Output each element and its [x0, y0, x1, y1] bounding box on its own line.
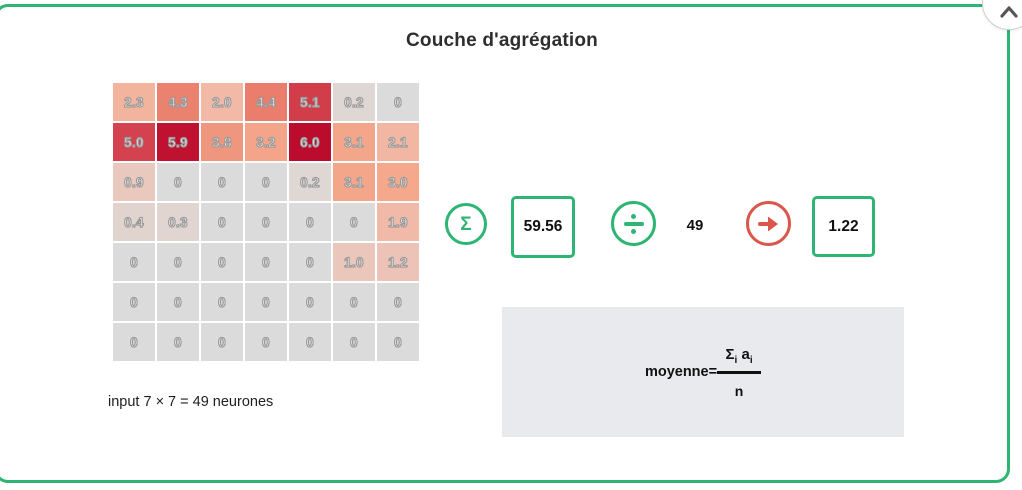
grid-cell: 2.1 [377, 123, 419, 161]
sigma-icon: Σ [460, 213, 472, 235]
grid-cell: 3.2 [245, 123, 287, 161]
formula-denominator: n [734, 382, 744, 399]
grid-cell: 3.0 [377, 163, 419, 201]
grid-cell: 0.9 [113, 163, 155, 201]
grid-cell: 0 [377, 323, 419, 361]
grid-cell: 0 [201, 203, 243, 241]
divide-icon [623, 213, 644, 234]
fraction-bar [717, 370, 762, 374]
divide-circle [611, 201, 656, 246]
grid-cell: 3.1 [333, 123, 375, 161]
grid-cell: 4.3 [157, 83, 199, 121]
grid-cell: 0.2 [333, 83, 375, 121]
grid-cell: 0 [157, 323, 199, 361]
sum-circle: Σ [445, 203, 487, 245]
grid-cell: 0 [113, 243, 155, 281]
formula-lhs: moyenne= [644, 364, 718, 380]
grid-cell: 0 [113, 323, 155, 361]
grid-cell: 0 [201, 243, 243, 281]
heatmap-grid: 2.3 4.3 2.0 4.4 5.1 0.2 0 5.0 5.9 3.8 3.2 6.0 3.1 2.1… [113, 83, 419, 361]
grid-cell: 0 [201, 163, 243, 201]
grid-cell: 0 [245, 283, 287, 321]
grid-cell: 1.0 [333, 243, 375, 281]
grid-cell: 0 [157, 163, 199, 201]
grid-cell: 0.2 [289, 163, 331, 201]
grid-cell: 0 [333, 323, 375, 361]
grid-cell: 5.9 [157, 123, 199, 161]
mean-formula: moyenne= Σi ai n [644, 345, 762, 399]
result-arrow-circle [746, 201, 791, 246]
grid-cell: 0 [157, 243, 199, 281]
grid-cell: 0 [201, 323, 243, 361]
grid-cell: 0 [245, 243, 287, 281]
grid-cell: 0 [245, 323, 287, 361]
grid-cell: 0.3 [157, 203, 199, 241]
result-value-box: 1.22 [812, 196, 875, 257]
grid-cell: 1.9 [377, 203, 419, 241]
grid-cell: 0 [377, 283, 419, 321]
grid-cell: 3.8 [201, 123, 243, 161]
sum-value-box: 59.56 [511, 196, 575, 258]
grid-cell: 5.0 [113, 123, 155, 161]
grid-cell: 0 [113, 283, 155, 321]
grid-cell: 3.1 [333, 163, 375, 201]
grid-cell: 2.3 [113, 83, 155, 121]
chevron-up-icon [1000, 6, 1018, 18]
grid-cell: 6.0 [289, 123, 331, 161]
grid-cell: 0 [289, 203, 331, 241]
formula-fraction: Σi ai n [717, 345, 762, 399]
grid-cell: 2.0 [201, 83, 243, 121]
grid-cell: 5.1 [289, 83, 331, 121]
grid-cell: 0.4 [113, 203, 155, 241]
arrow-right-icon [757, 216, 778, 231]
grid-cell: 0 [289, 323, 331, 361]
grid-cell: 0 [377, 83, 419, 121]
grid-cell: 1.2 [377, 243, 419, 281]
grid-cell: 0 [157, 283, 199, 321]
grid-cell: 0 [333, 283, 375, 321]
grid-caption: input 7 × 7 = 49 neurones [108, 394, 274, 410]
divisor-value: 49 [686, 217, 704, 234]
grid-cell: 0 [201, 283, 243, 321]
grid-cell: 0 [289, 243, 331, 281]
grid-cell: 4.4 [245, 83, 287, 121]
formula-numerator: Σi ai [725, 345, 753, 366]
grid-cell: 0 [333, 203, 375, 241]
formula-box: moyenne= Σi ai n [502, 307, 904, 437]
page-title: Couche d'agrégation [405, 30, 598, 51]
grid-cell: 0 [245, 163, 287, 201]
grid-cell: 0 [245, 203, 287, 241]
grid-cell: 0 [289, 283, 331, 321]
